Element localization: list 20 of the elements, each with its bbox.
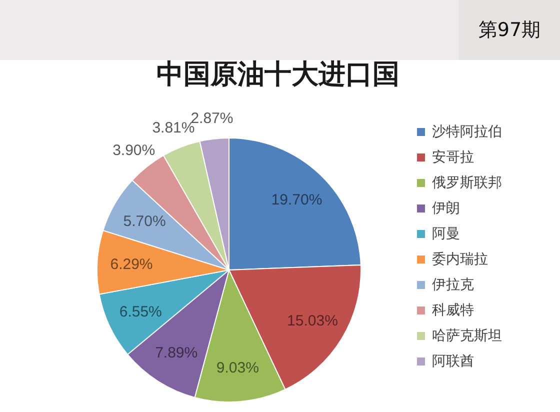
data-label: 9.03% — [216, 359, 259, 376]
legend-label: 伊朗 — [432, 200, 460, 216]
chart-title: 中国原油十大进口国 — [156, 59, 400, 91]
data-label: 5.70% — [123, 212, 166, 230]
legend-label: 阿联酋 — [432, 354, 474, 370]
data-label: 6.55% — [119, 304, 162, 321]
data-label: 7.89% — [155, 344, 198, 362]
data-label: 19.70% — [271, 192, 322, 209]
legend-label: 委内瑞拉 — [432, 252, 488, 268]
data-label: 3.90% — [112, 142, 156, 160]
legend-label: 安哥拉 — [432, 150, 474, 166]
legend-label: 哈萨克斯坦 — [432, 328, 502, 344]
legend-label: 科威特 — [432, 302, 474, 318]
legend-label: 沙特阿拉伯 — [432, 124, 502, 140]
text: 第97期 — [478, 18, 541, 43]
data-label: 15.03% — [287, 312, 338, 330]
legend-label: 阿曼 — [432, 226, 460, 242]
legend-label: 俄罗斯联邦 — [432, 175, 502, 191]
data-label: 6.29% — [110, 256, 153, 274]
legend-label: 伊拉克 — [432, 277, 474, 293]
